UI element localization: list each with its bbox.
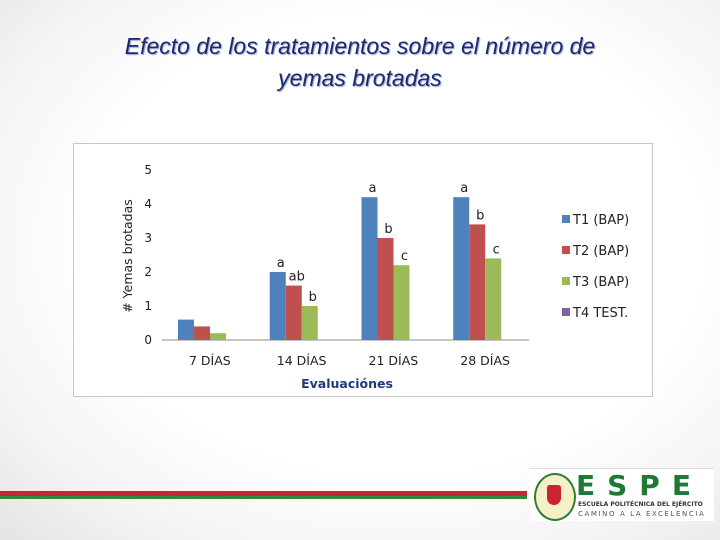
significance-label: c xyxy=(493,242,500,257)
bar xyxy=(285,285,302,340)
legend-label: T2 (BAP) xyxy=(572,244,629,259)
slide-title: Efecto de los tratamientos sobre el núme… xyxy=(20,30,700,94)
significance-label: a xyxy=(369,181,377,196)
x-axis-title: Evaluaciónes xyxy=(301,376,393,391)
significance-label: b xyxy=(384,222,392,237)
legend-swatch xyxy=(562,215,570,223)
logo-motto: CAMINO A LA EXCELENCIA xyxy=(578,510,706,518)
legend-label: T4 TEST. xyxy=(572,306,628,321)
legend: T1 (BAP) T2 (BAP) T3 (BAP) T4 TEST. xyxy=(562,213,629,321)
espe-logo: ESPE ESCUELA POLITÉCNICA DEL EJÉRCITO CA… xyxy=(530,468,714,521)
bars-group xyxy=(178,197,502,340)
logo-name: ESPE xyxy=(576,469,703,502)
y-axis-ticks: 0 1 2 3 4 5 xyxy=(144,163,152,347)
x-axis-categories: 7 DÍAS 14 DÍAS 21 DÍAS 28 DÍAS xyxy=(189,353,510,368)
significance-label: a xyxy=(460,181,468,196)
legend-swatch xyxy=(562,246,570,254)
y-tick-label: 2 xyxy=(144,265,152,279)
footer-green-stripe xyxy=(0,496,527,499)
y-tick-label: 3 xyxy=(144,231,152,245)
significance-label: c xyxy=(401,249,408,264)
y-tick-label: 1 xyxy=(144,299,152,313)
bar xyxy=(178,319,194,340)
legend-swatch xyxy=(562,308,570,316)
x-category-label: 28 DÍAS xyxy=(460,353,510,368)
footer-red-stripe xyxy=(0,491,527,496)
bar xyxy=(393,265,410,340)
bar xyxy=(301,306,318,340)
espe-seal-icon xyxy=(534,473,576,521)
bar xyxy=(269,272,286,340)
x-category-label: 7 DÍAS xyxy=(189,353,231,368)
slide-title-line-1: Efecto de los tratamientos sobre el núme… xyxy=(124,33,596,59)
y-axis-title-group: # Yemas brotadas xyxy=(120,199,135,313)
bar xyxy=(469,224,486,340)
bar xyxy=(210,333,226,340)
logo-subtitle: ESCUELA POLITÉCNICA DEL EJÉRCITO xyxy=(578,501,703,508)
legend-label: T3 (BAP) xyxy=(572,275,629,290)
significance-label: b xyxy=(476,208,484,223)
slide-title-line-2: yemas brotadas xyxy=(278,65,442,91)
x-category-label: 21 DÍAS xyxy=(369,353,419,368)
significance-label: a xyxy=(277,256,285,271)
legend-label: T1 (BAP) xyxy=(572,213,629,228)
bar xyxy=(361,197,378,340)
significance-label: ab xyxy=(289,270,305,285)
bar xyxy=(485,258,502,340)
y-tick-label: 0 xyxy=(144,333,152,347)
y-tick-label: 5 xyxy=(144,163,152,177)
legend-swatch xyxy=(562,277,570,285)
bar xyxy=(377,238,394,340)
bar xyxy=(194,326,210,340)
x-category-label: 14 DÍAS xyxy=(277,353,327,368)
y-tick-label: 4 xyxy=(144,197,152,211)
y-axis-title: # Yemas brotadas xyxy=(120,199,135,313)
significance-label: b xyxy=(309,290,317,305)
bar xyxy=(453,197,470,340)
